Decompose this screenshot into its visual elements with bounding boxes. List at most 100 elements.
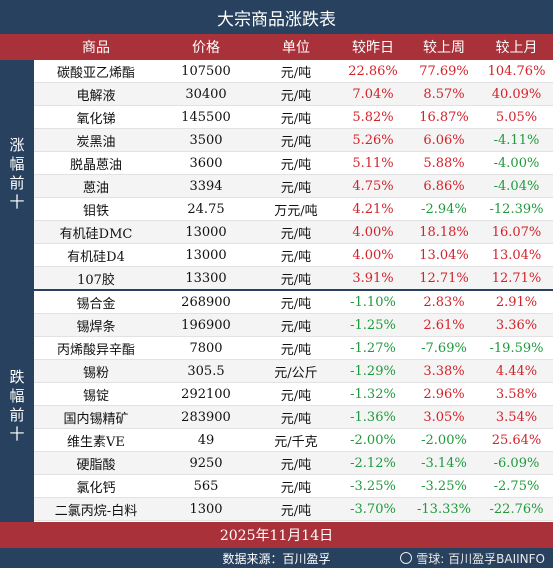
day-change: 5.11% bbox=[352, 155, 394, 171]
week-change: 2.96% bbox=[423, 386, 465, 402]
commodity-unit: 元/吨 bbox=[280, 65, 312, 81]
month-change: 12.71% bbox=[491, 270, 542, 286]
commodity-name: 氧化锑 bbox=[76, 111, 116, 127]
commodity-name: 炭黑油 bbox=[76, 134, 116, 150]
commodity-name: 国内锡精矿 bbox=[63, 411, 129, 427]
commodity-price: 9250 bbox=[189, 455, 223, 471]
commodity-price: 24.75 bbox=[187, 201, 225, 217]
month-change: -4.00% bbox=[493, 155, 540, 171]
watermark: 雪球: 百川盈孚BAIINFO bbox=[400, 548, 545, 568]
commodity-name: 维生素VE bbox=[67, 434, 125, 450]
table-row: 氯化钙 565 元/吨 -3.25% -3.25% -2.75% bbox=[34, 475, 553, 498]
month-change: -6.09% bbox=[493, 455, 540, 471]
commodity-name: 锡锭 bbox=[82, 388, 109, 404]
commodity-unit: 元/吨 bbox=[280, 457, 312, 473]
gainers-section-label: 涨幅前十 bbox=[0, 60, 34, 290]
month-change: -19.59% bbox=[489, 340, 544, 356]
commodity-price: 13000 bbox=[185, 224, 227, 240]
commodity-name: 钼铁 bbox=[82, 203, 109, 219]
commodity-price: 196900 bbox=[181, 317, 231, 333]
table-header-row: 商品 价格 单位 较昨日 较上周 较上月 bbox=[0, 34, 553, 60]
day-change: -1.36% bbox=[350, 409, 396, 425]
section-divider bbox=[0, 289, 553, 291]
day-change: 5.82% bbox=[352, 109, 394, 125]
commodity-price: 283900 bbox=[181, 409, 231, 425]
month-change: 3.58% bbox=[495, 386, 538, 402]
week-change: 3.38% bbox=[423, 363, 465, 379]
data-source: 数据来源：百川盈孚 bbox=[222, 551, 331, 566]
table-title: 大宗商品涨跌表 bbox=[0, 0, 553, 34]
commodity-unit: 元/吨 bbox=[280, 411, 312, 427]
week-change: 8.57% bbox=[423, 86, 465, 102]
commodity-price: 3500 bbox=[189, 132, 223, 148]
table-row: 氧化锑 145500 元/吨 5.82% 16.87% 5.05% bbox=[34, 106, 553, 129]
table-row: 锡锭 292100 元/吨 -1.32% 2.96% 3.58% bbox=[34, 383, 553, 406]
commodity-unit: 元/吨 bbox=[280, 88, 312, 104]
table-row: 蒽油 3394 元/吨 4.75% 6.86% -4.04% bbox=[34, 175, 553, 198]
month-change: 4.44% bbox=[495, 363, 538, 379]
month-change: 13.04% bbox=[491, 247, 542, 263]
commodity-name: 丙烯酸异辛酯 bbox=[56, 342, 135, 358]
day-change: 4.21% bbox=[352, 201, 394, 217]
table-row: 丙烯酸异辛酯 7800 元/吨 -1.27% -7.69% -19.59% bbox=[34, 337, 553, 360]
week-change: 13.04% bbox=[419, 247, 469, 263]
commodity-unit: 元/吨 bbox=[280, 503, 312, 519]
month-change: 2.91% bbox=[495, 294, 538, 310]
table-row: 碳酸亚乙烯酯 107500 元/吨 22.86% 77.69% 104.76% bbox=[34, 60, 553, 83]
header-unit: 单位 bbox=[282, 40, 310, 56]
week-change: 12.71% bbox=[419, 270, 469, 286]
month-change: 16.07% bbox=[491, 224, 542, 240]
table-row: 锡合金 268900 元/吨 -1.10% 2.83% 2.91% bbox=[34, 291, 553, 314]
day-change: -1.10% bbox=[350, 294, 396, 310]
commodity-unit: 元/吨 bbox=[280, 111, 312, 127]
commodity-unit: 元/吨 bbox=[280, 249, 312, 265]
day-change: -2.00% bbox=[350, 432, 396, 448]
week-change: -2.00% bbox=[421, 432, 467, 448]
commodity-name: 硬脂酸 bbox=[76, 457, 116, 473]
month-change: -4.11% bbox=[493, 132, 540, 148]
commodity-price: 13000 bbox=[185, 247, 227, 263]
week-change: 5.88% bbox=[423, 155, 465, 171]
table-row: 硬脂酸 9250 元/吨 -2.12% -3.14% -6.09% bbox=[34, 452, 553, 475]
day-change: 22.86% bbox=[348, 63, 398, 79]
week-change: -3.14% bbox=[421, 455, 467, 471]
week-change: -2.94% bbox=[421, 201, 467, 217]
header-month-change: 较上月 bbox=[495, 40, 538, 56]
month-change: -22.76% bbox=[489, 501, 544, 517]
table-row: 炭黑油 3500 元/吨 5.26% 6.06% -4.11% bbox=[34, 129, 553, 152]
commodity-unit: 元/吨 bbox=[280, 319, 312, 335]
commodity-name: 二氯丙烷-白料 bbox=[54, 503, 138, 519]
header-day-change: 较昨日 bbox=[352, 40, 394, 56]
commodity-unit: 元/吨 bbox=[280, 388, 312, 404]
commodity-name: 碳酸亚乙烯酯 bbox=[56, 65, 135, 81]
table-row: 锡粉 305.5 元/公斤 -1.29% 3.38% 4.44% bbox=[34, 360, 553, 383]
header-price: 价格 bbox=[192, 40, 220, 56]
commodity-price: 565 bbox=[193, 478, 219, 494]
table-row: 电解液 30400 元/吨 7.04% 8.57% 40.09% bbox=[34, 83, 553, 106]
commodity-name: 蒽油 bbox=[82, 180, 109, 196]
table-row: 钼铁 24.75 万元/吨 4.21% -2.94% -12.39% bbox=[34, 198, 553, 221]
commodity-unit: 万元/吨 bbox=[274, 203, 318, 219]
commodity-unit: 元/吨 bbox=[280, 296, 312, 312]
commodity-name: 脱晶蒽油 bbox=[69, 157, 122, 173]
source-bar: 数据来源：百川盈孚 雪球: 百川盈孚BAIINFO bbox=[0, 548, 553, 568]
commodity-price: 7800 bbox=[189, 340, 223, 356]
commodity-unit: 元/吨 bbox=[280, 480, 312, 496]
commodity-unit: 元/吨 bbox=[280, 272, 312, 288]
month-change: 5.05% bbox=[495, 109, 538, 125]
commodity-price: 145500 bbox=[181, 109, 231, 125]
commodity-price: 3600 bbox=[189, 155, 223, 171]
commodity-price: 107500 bbox=[181, 63, 231, 79]
day-change: -2.12% bbox=[350, 455, 396, 471]
day-change: 4.00% bbox=[352, 247, 394, 263]
day-change: -1.29% bbox=[350, 363, 396, 379]
week-change: -3.25% bbox=[421, 478, 467, 494]
gainers-table: 碳酸亚乙烯酯 107500 元/吨 22.86% 77.69% 104.76% 电解液 304… bbox=[34, 60, 553, 290]
month-change: 104.76% bbox=[487, 63, 546, 79]
commodity-price: 305.5 bbox=[187, 363, 225, 379]
day-change: 4.00% bbox=[352, 224, 394, 240]
losers-table: 锡合金 268900 元/吨 -1.10% 2.83% 2.91% 锡焊条 196900 元/吨… bbox=[34, 291, 553, 522]
day-change: -3.70% bbox=[350, 501, 396, 517]
header-week-change: 较上周 bbox=[423, 40, 465, 56]
day-change: 4.75% bbox=[352, 178, 394, 194]
